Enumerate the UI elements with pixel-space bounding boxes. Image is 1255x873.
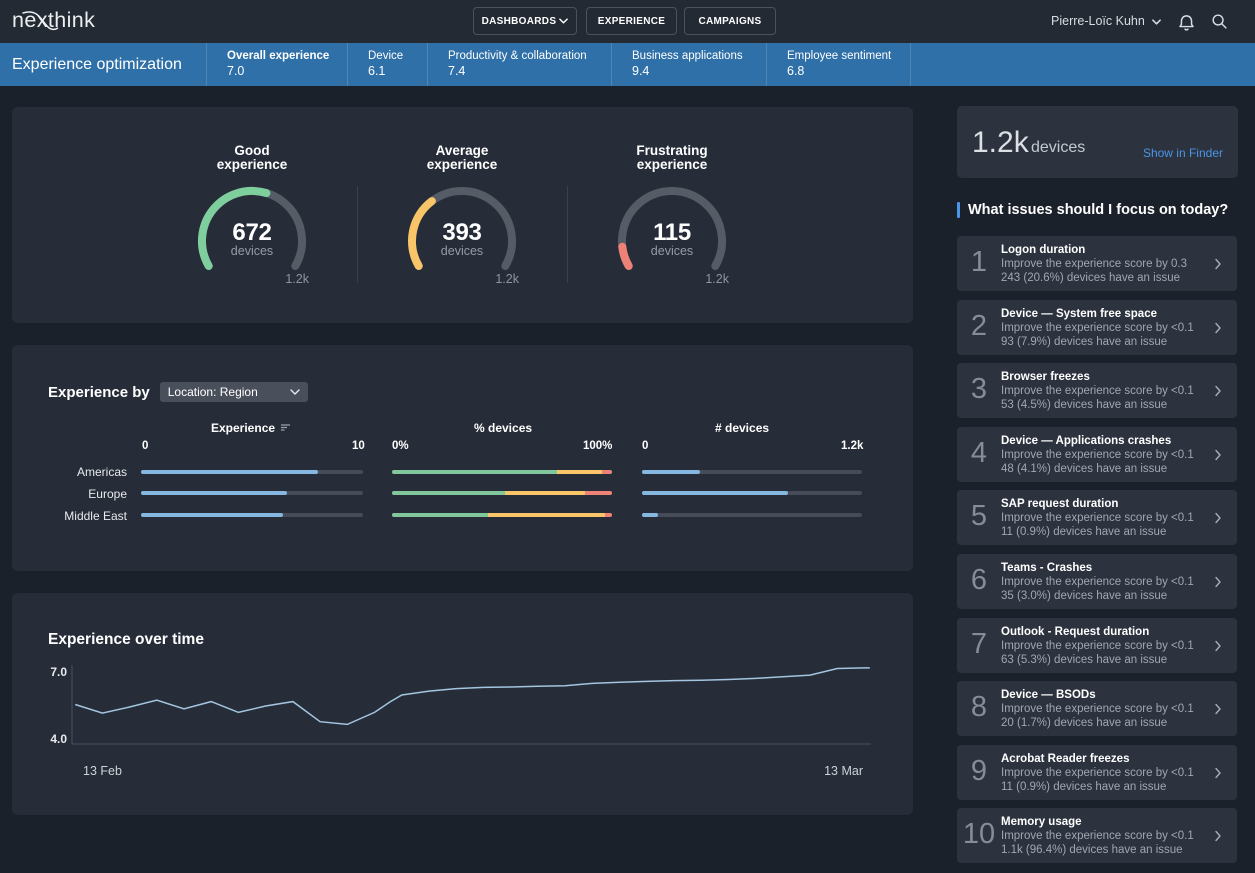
svg-text:7.0: 7.0 [50,665,67,679]
svg-text:4.0: 4.0 [50,732,67,746]
svg-text:13 Mar: 13 Mar [824,764,863,778]
svg-text:nexthink: nexthink [12,8,95,32]
svg-text:13 Feb: 13 Feb [83,764,122,778]
